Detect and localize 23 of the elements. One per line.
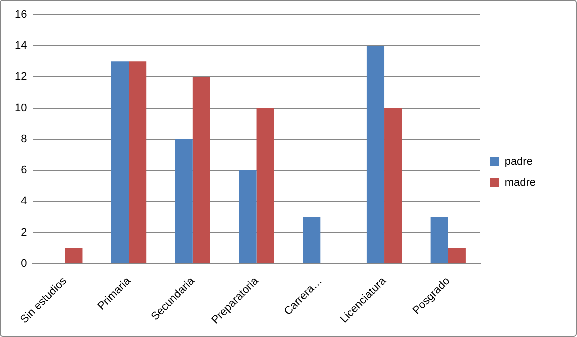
bar: [111, 62, 130, 264]
bar: [192, 77, 210, 264]
bar: [448, 248, 466, 264]
legend-label: padre: [504, 156, 533, 168]
y-tick-label: 16: [14, 9, 28, 22]
bar: [430, 217, 448, 264]
bar: [175, 139, 193, 264]
bar: [239, 170, 257, 264]
y-tick-label: 4: [21, 196, 28, 208]
bar: [129, 62, 147, 264]
y-tick-label: 8: [21, 133, 28, 146]
bar: [384, 108, 402, 264]
y-tick-label: 10: [14, 102, 28, 114]
y-tick-label: 12: [14, 71, 28, 84]
bar: [303, 217, 321, 264]
legend-label: madre: [504, 177, 536, 190]
y-tick-label: 0: [21, 258, 28, 270]
y-tick-label: 6: [21, 164, 28, 177]
bar: [256, 108, 274, 264]
bar: [366, 46, 385, 264]
y-tick-label: 14: [14, 40, 28, 52]
y-tick-label: 2: [21, 226, 28, 239]
bar: [65, 248, 83, 264]
